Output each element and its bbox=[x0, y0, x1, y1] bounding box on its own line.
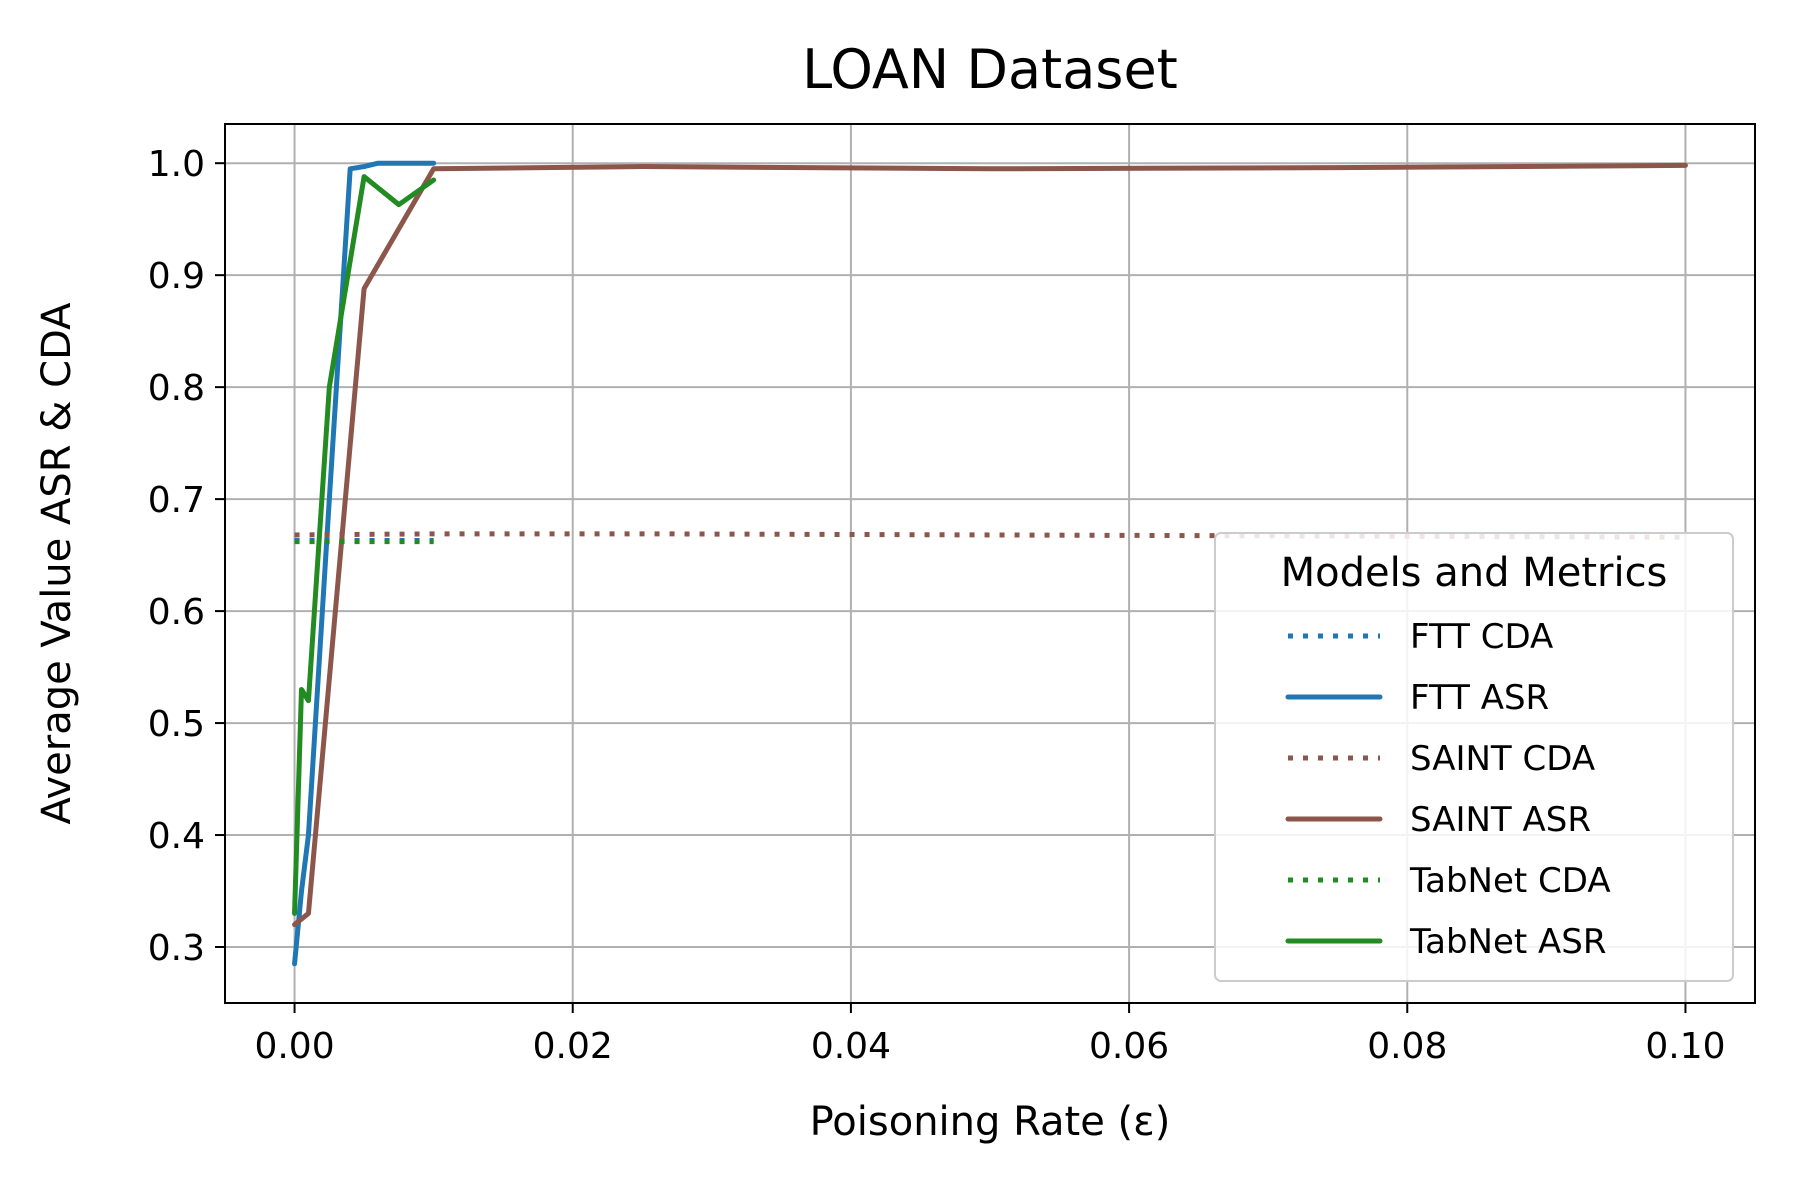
x-axis-label: Poisoning Rate (ε) bbox=[810, 1099, 1171, 1145]
legend-label: SAINT CDA bbox=[1410, 739, 1595, 779]
legend: Models and Metrics FTT CDA FTT ASR SAINT C… bbox=[1214, 532, 1734, 982]
legend-label: FTT ASR bbox=[1410, 678, 1549, 718]
series-line-saint-asr bbox=[292, 162, 1688, 928]
legend-label: TabNet CDA bbox=[1409, 861, 1611, 901]
legend-label: TabNet ASR bbox=[1409, 922, 1607, 962]
series-line-tabnet-asr bbox=[292, 174, 437, 916]
legend-title: Models and Metrics bbox=[1281, 550, 1668, 596]
y-tick-label: 0.9 bbox=[148, 256, 205, 297]
y-tick-label: 1.0 bbox=[148, 144, 205, 185]
legend-label: FTT CDA bbox=[1410, 617, 1553, 657]
x-tick-label: 0.10 bbox=[1645, 1026, 1725, 1067]
legend-label: SAINT ASR bbox=[1410, 800, 1591, 840]
y-tick-label: 0.8 bbox=[148, 368, 205, 409]
y-axis-label: Average Value ASR & CDA bbox=[34, 302, 80, 825]
x-tick-label: 0.08 bbox=[1367, 1026, 1447, 1067]
y-tick-label: 0.4 bbox=[148, 816, 205, 857]
axis-ticks: 0.00 0.02 0.04 0.06 0.08 0.10 0.3 0.4 0.5 0.6 0.7 0… bbox=[148, 144, 1726, 1067]
plot-area-frame bbox=[224, 123, 1756, 1004]
y-tick-label: 0.7 bbox=[148, 480, 205, 521]
x-tick-label: 0.00 bbox=[254, 1026, 334, 1067]
series-line-ftt-asr bbox=[292, 160, 437, 967]
x-tick-label: 0.06 bbox=[1089, 1026, 1169, 1067]
y-tick-label: 0.5 bbox=[148, 704, 205, 745]
chart-title: LOAN Dataset bbox=[802, 38, 1178, 101]
x-tick-label: 0.02 bbox=[533, 1026, 613, 1067]
legend-box bbox=[1214, 532, 1734, 982]
legend-items: FTT CDA FTT ASR SAINT CDA SAINT ASR TabNet C… bbox=[1285, 617, 1611, 962]
x-tick-label: 0.04 bbox=[811, 1026, 891, 1067]
y-tick-label: 0.3 bbox=[148, 928, 205, 969]
plot-series bbox=[292, 160, 1688, 967]
y-tick-label: 0.6 bbox=[148, 592, 205, 633]
